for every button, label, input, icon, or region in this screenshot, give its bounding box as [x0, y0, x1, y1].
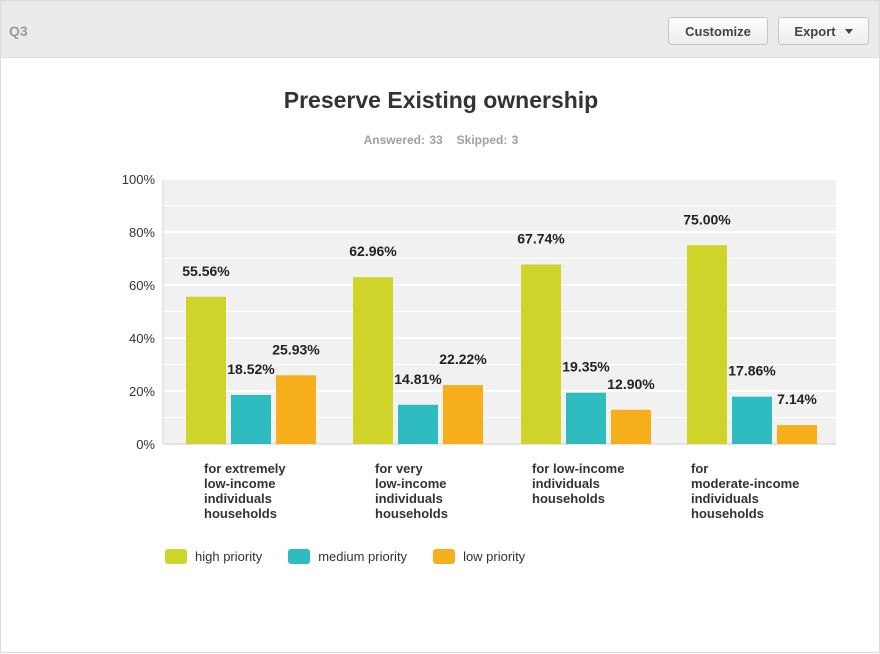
export-button[interactable]: Export: [778, 17, 869, 45]
data-label-high-3: 75.00%: [683, 211, 731, 227]
data-label-high-2: 67.74%: [517, 230, 565, 246]
y-tick-label: 40%: [129, 331, 155, 346]
bar-high-3: [687, 245, 727, 444]
y-tick-label: 100%: [122, 172, 156, 187]
y-tick-label: 0%: [136, 437, 155, 452]
bar-high-1: [353, 277, 393, 444]
category-label-low: for low-income individuals households: [532, 461, 625, 506]
skipped-count: Skipped: 3: [456, 133, 519, 147]
legend-item-high[interactable]: high priority: [165, 549, 262, 564]
data-label-medium-2: 19.35%: [562, 359, 610, 375]
chevron-down-icon: [844, 28, 853, 34]
data-label-medium-0: 18.52%: [227, 361, 275, 377]
category-label-very-low: for very low-income individuals househol…: [375, 461, 448, 521]
chart-legend: high priority medium priority low priori…: [165, 549, 551, 564]
legend-item-medium[interactable]: medium priority: [288, 549, 407, 564]
legend-swatch-medium: [288, 549, 311, 564]
bar-low-2: [611, 409, 651, 444]
question-number: Q3: [9, 23, 28, 39]
data-label-low-2: 12.90%: [607, 376, 655, 392]
legend-label-low: low priority: [463, 549, 526, 564]
data-label-high-0: 55.56%: [182, 263, 230, 279]
legend-swatch-low: [433, 549, 456, 564]
y-tick-label: 20%: [129, 384, 155, 399]
question-header: Q3 Customize Export: [1, 1, 879, 58]
y-tick-label: 60%: [129, 278, 155, 293]
answered-count: Answered: 33: [363, 133, 443, 147]
data-label-medium-1: 14.81%: [394, 371, 442, 387]
bar-medium-0: [231, 394, 271, 444]
data-label-low-3: 7.14%: [777, 391, 817, 407]
data-label-low-1: 22.22%: [439, 351, 487, 367]
export-label: Export: [794, 23, 836, 39]
bar-medium-2: [566, 392, 606, 444]
bar-medium-3: [732, 396, 772, 444]
legend-label-high: high priority: [195, 549, 263, 564]
data-label-high-1: 62.96%: [349, 243, 397, 259]
bar-medium-1: [398, 404, 438, 444]
bar-low-0: [276, 375, 316, 444]
bar-high-2: [521, 264, 561, 444]
data-label-low-0: 25.93%: [272, 341, 320, 357]
customize-button[interactable]: Customize: [668, 17, 768, 45]
category-label-extremely-low: for extremely low-income individuals hou…: [204, 461, 286, 521]
response-stats: Answered: 33 Skipped: 3: [1, 133, 880, 147]
legend-item-low[interactable]: low priority: [433, 549, 525, 564]
bar-high-0: [186, 296, 226, 444]
bar-low-1: [443, 385, 483, 444]
chart-title: Preserve Existing ownership: [283, 87, 599, 113]
bar-low-3: [777, 425, 817, 444]
y-tick-label: 80%: [129, 225, 155, 240]
legend-label-medium: medium priority: [318, 549, 408, 564]
legend-swatch-high: [165, 549, 187, 564]
category-label-moderate: for moderate-income individuals househol…: [691, 461, 800, 521]
data-label-medium-3: 17.86%: [728, 363, 776, 379]
customize-label: Customize: [685, 23, 751, 39]
